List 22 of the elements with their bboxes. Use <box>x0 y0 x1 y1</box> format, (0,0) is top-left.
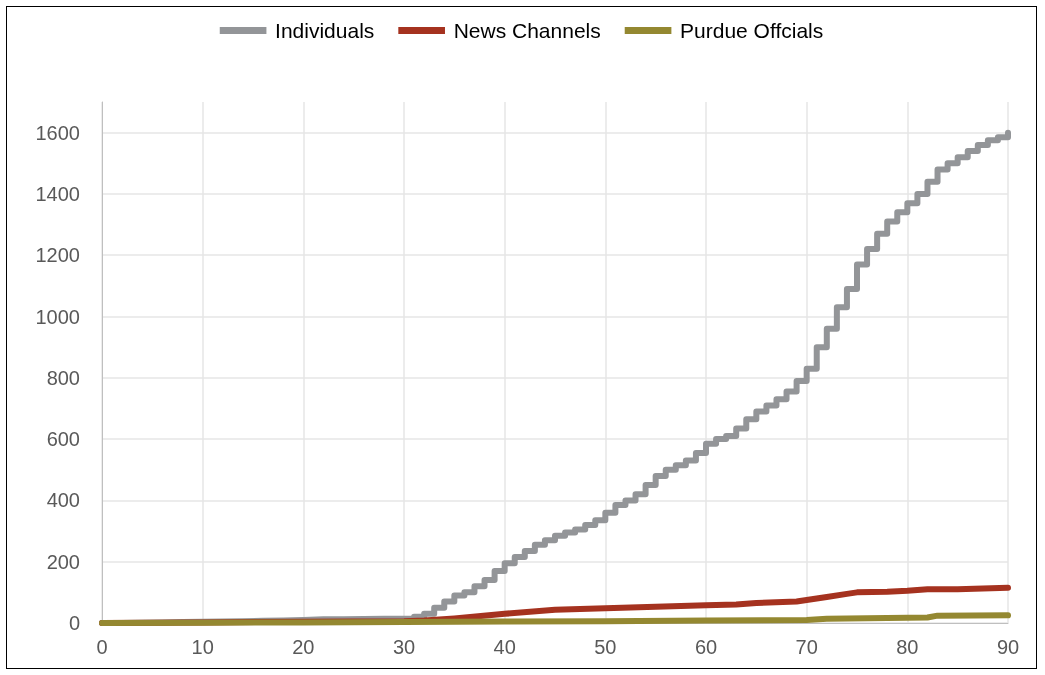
x-tick-label: 50 <box>594 636 617 658</box>
legend-label: News Channels <box>453 19 601 42</box>
x-tick-label: 60 <box>694 636 718 658</box>
x-tick-label: 70 <box>795 636 818 658</box>
y-tick-label: 600 <box>46 428 80 451</box>
y-tick-label: 0 <box>68 612 80 634</box>
y-tick-label: 1400 <box>35 182 80 205</box>
y-tick-label: 1200 <box>35 244 80 267</box>
x-tick-label: 30 <box>392 636 416 658</box>
y-tick-label: 1600 <box>35 121 80 144</box>
x-tick-label: 0 <box>96 636 108 658</box>
y-tick-label: 800 <box>46 366 80 389</box>
legend-label: Purdue Offcials <box>680 19 824 42</box>
x-tick-label: 10 <box>191 636 214 658</box>
legend-label: Individuals <box>275 19 375 42</box>
x-tick-label: 20 <box>292 636 315 658</box>
x-tick-label: 80 <box>896 636 919 658</box>
y-tick-label: 1000 <box>35 305 80 328</box>
y-tick-label: 200 <box>46 550 80 573</box>
x-tick-label: 40 <box>493 636 516 658</box>
y-tick-label: 400 <box>46 489 80 512</box>
x-tick-label: 90 <box>996 636 1020 658</box>
